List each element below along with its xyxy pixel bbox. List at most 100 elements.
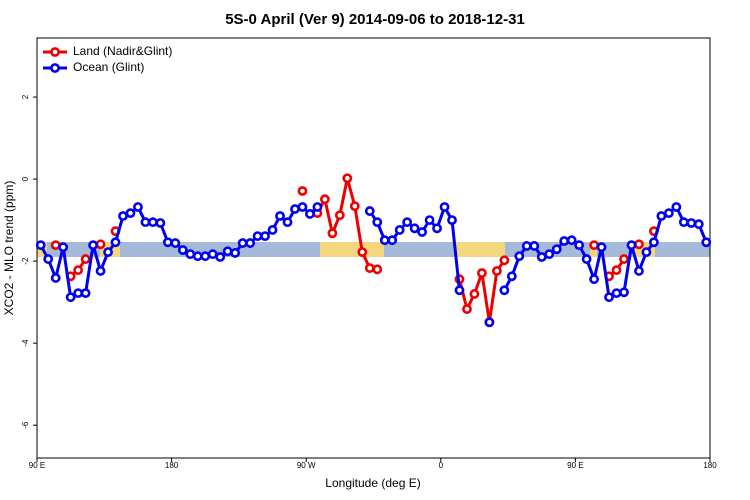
data-point — [678, 217, 689, 228]
y-tick-label: -4 — [21, 339, 30, 347]
data-point — [162, 237, 173, 248]
data-point — [290, 204, 300, 214]
data-point — [177, 245, 188, 255]
y-tick-label: 2 — [21, 94, 30, 99]
data-point — [604, 292, 614, 303]
data-point — [95, 239, 106, 250]
data-point — [133, 202, 143, 212]
y-tick-label: -6 — [21, 421, 30, 429]
data-point — [155, 218, 166, 228]
data-point — [626, 240, 637, 251]
data-point — [148, 217, 158, 228]
data-point — [581, 254, 592, 264]
data-point — [394, 225, 405, 235]
data-point — [349, 201, 360, 212]
data-point — [80, 254, 91, 264]
data-point — [521, 241, 532, 251]
data-point — [409, 223, 420, 234]
data-point — [282, 217, 293, 228]
data-point — [596, 242, 607, 253]
data-point — [364, 263, 375, 273]
x-tick-label: 90 E — [29, 461, 45, 470]
data-point — [686, 218, 697, 228]
chart-title: 5S-0 April (Ver 9) 2014-09-06 to 2018-12… — [225, 11, 525, 28]
data-point — [200, 251, 211, 262]
data-point — [402, 217, 413, 228]
data-point — [297, 202, 308, 212]
data-point — [506, 271, 517, 282]
data-point — [364, 206, 375, 216]
data-point — [462, 304, 472, 315]
data-point — [297, 186, 308, 196]
data-point — [230, 248, 241, 258]
data-point — [529, 241, 540, 251]
data-point — [275, 211, 285, 221]
legend-label: Land (Nadir&Glint) — [73, 44, 172, 58]
data-point — [619, 287, 629, 298]
data-point — [469, 289, 480, 299]
legend-label: Ocean (Glint) — [73, 60, 144, 74]
data-point — [477, 268, 487, 278]
data-point — [671, 202, 682, 212]
data-point — [192, 251, 203, 262]
data-point — [641, 247, 652, 258]
data-point — [88, 240, 98, 251]
data-point — [656, 211, 667, 221]
x-axis-label: Longitude (deg E) — [325, 476, 420, 490]
data-point — [536, 252, 547, 262]
data-point — [215, 252, 226, 262]
data-point — [95, 266, 106, 276]
data-point — [260, 231, 270, 242]
data-point — [73, 288, 84, 299]
legend-marker — [50, 63, 60, 73]
data-point — [319, 194, 330, 205]
data-point — [619, 254, 629, 264]
data-point — [611, 265, 622, 276]
data-point — [58, 242, 69, 253]
data-point — [439, 202, 450, 212]
data-point — [514, 251, 525, 262]
data-point — [417, 227, 428, 237]
data-point — [372, 264, 383, 275]
x-tick-label: 90 W — [297, 461, 316, 470]
data-point — [634, 266, 644, 276]
data-point — [693, 219, 704, 230]
data-point — [387, 235, 398, 246]
data-point — [50, 273, 61, 283]
data-point — [237, 238, 248, 248]
x-tick-label: 0 — [439, 461, 444, 470]
x-tick-label: 180 — [165, 461, 179, 470]
data-point — [544, 249, 555, 260]
data-point — [170, 238, 181, 248]
data-point — [140, 217, 151, 228]
data-point — [73, 265, 84, 276]
data-point — [65, 292, 76, 303]
data-point — [103, 247, 113, 258]
data-point — [327, 228, 338, 239]
y-tick-label: 0 — [21, 176, 30, 181]
data-point — [551, 244, 562, 255]
data-point — [334, 210, 345, 221]
data-point — [80, 288, 91, 299]
y-tick-label: -2 — [21, 257, 30, 265]
data-point — [43, 254, 54, 264]
data-point — [491, 266, 502, 276]
data-point — [118, 211, 128, 221]
data-point — [701, 237, 712, 248]
data-point — [305, 209, 315, 219]
data-point — [342, 173, 353, 184]
data-point — [499, 285, 510, 296]
x-tick-label: 90 E — [567, 461, 583, 470]
data-point — [110, 237, 121, 248]
data-point — [125, 208, 136, 219]
data-point — [634, 239, 644, 250]
data-point — [454, 285, 465, 296]
y-axis-label: XCO2 - MLO trend (ppm) — [2, 181, 16, 316]
data-point — [379, 235, 390, 246]
x-tick-label: 180 — [703, 461, 717, 470]
data-point — [245, 238, 256, 248]
data-point — [649, 237, 659, 248]
data-point — [50, 240, 61, 251]
data-point — [372, 217, 383, 228]
